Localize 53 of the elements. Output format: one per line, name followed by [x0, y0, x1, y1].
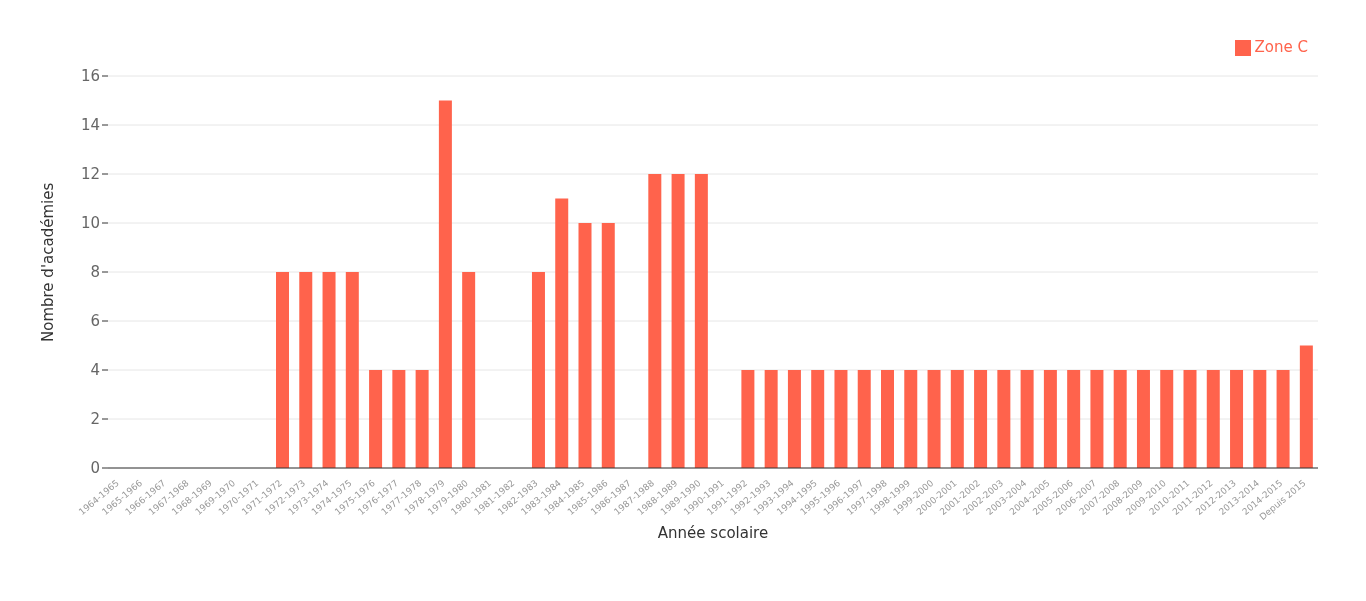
bar [811, 370, 825, 468]
y-tick-label: 2 [90, 410, 100, 429]
bar [1183, 370, 1197, 468]
y-tick-label: 12 [80, 165, 100, 184]
y-tick-label: 4 [90, 361, 100, 380]
bar [950, 370, 964, 468]
bar [1043, 370, 1057, 468]
bar [671, 174, 685, 468]
bar [974, 370, 988, 468]
bar [1113, 370, 1127, 468]
y-tick-label: 14 [80, 116, 100, 135]
bar [438, 100, 452, 468]
bar [787, 370, 801, 468]
bar [1253, 370, 1267, 468]
bar [531, 272, 545, 468]
bar [1160, 370, 1174, 468]
bar [904, 370, 918, 468]
bar [997, 370, 1011, 468]
bar [1136, 370, 1150, 468]
y-tick-label: 6 [90, 312, 100, 331]
bar [392, 370, 406, 468]
bar [555, 198, 569, 468]
bar [834, 370, 848, 468]
bar [1206, 370, 1220, 468]
bar [415, 370, 429, 468]
bar [276, 272, 289, 468]
y-axis-title: Nombre d'académies [39, 182, 58, 342]
legend-label: Zone C [1254, 38, 1308, 56]
y-tick-label: 0 [90, 459, 100, 478]
bar [857, 370, 871, 468]
bar [648, 174, 662, 468]
bar [881, 370, 894, 468]
y-tick-label: 8 [90, 263, 100, 282]
bar [1020, 370, 1034, 468]
bar [694, 174, 708, 468]
bar [369, 370, 383, 468]
bar [299, 272, 313, 468]
bar [345, 272, 359, 468]
bar [1276, 370, 1290, 468]
bar [1230, 370, 1244, 468]
y-tick-label: 16 [80, 67, 100, 86]
bar [741, 370, 755, 468]
bar [1067, 370, 1081, 468]
bar [601, 223, 615, 468]
bar [1090, 370, 1104, 468]
bar [578, 223, 592, 468]
bar [1299, 345, 1313, 468]
bar [764, 370, 778, 468]
x-axis-title: Année scolaire [657, 524, 769, 542]
bar [927, 370, 941, 468]
bar [462, 272, 476, 468]
bar [322, 272, 336, 468]
y-tick-label: 10 [80, 214, 100, 233]
